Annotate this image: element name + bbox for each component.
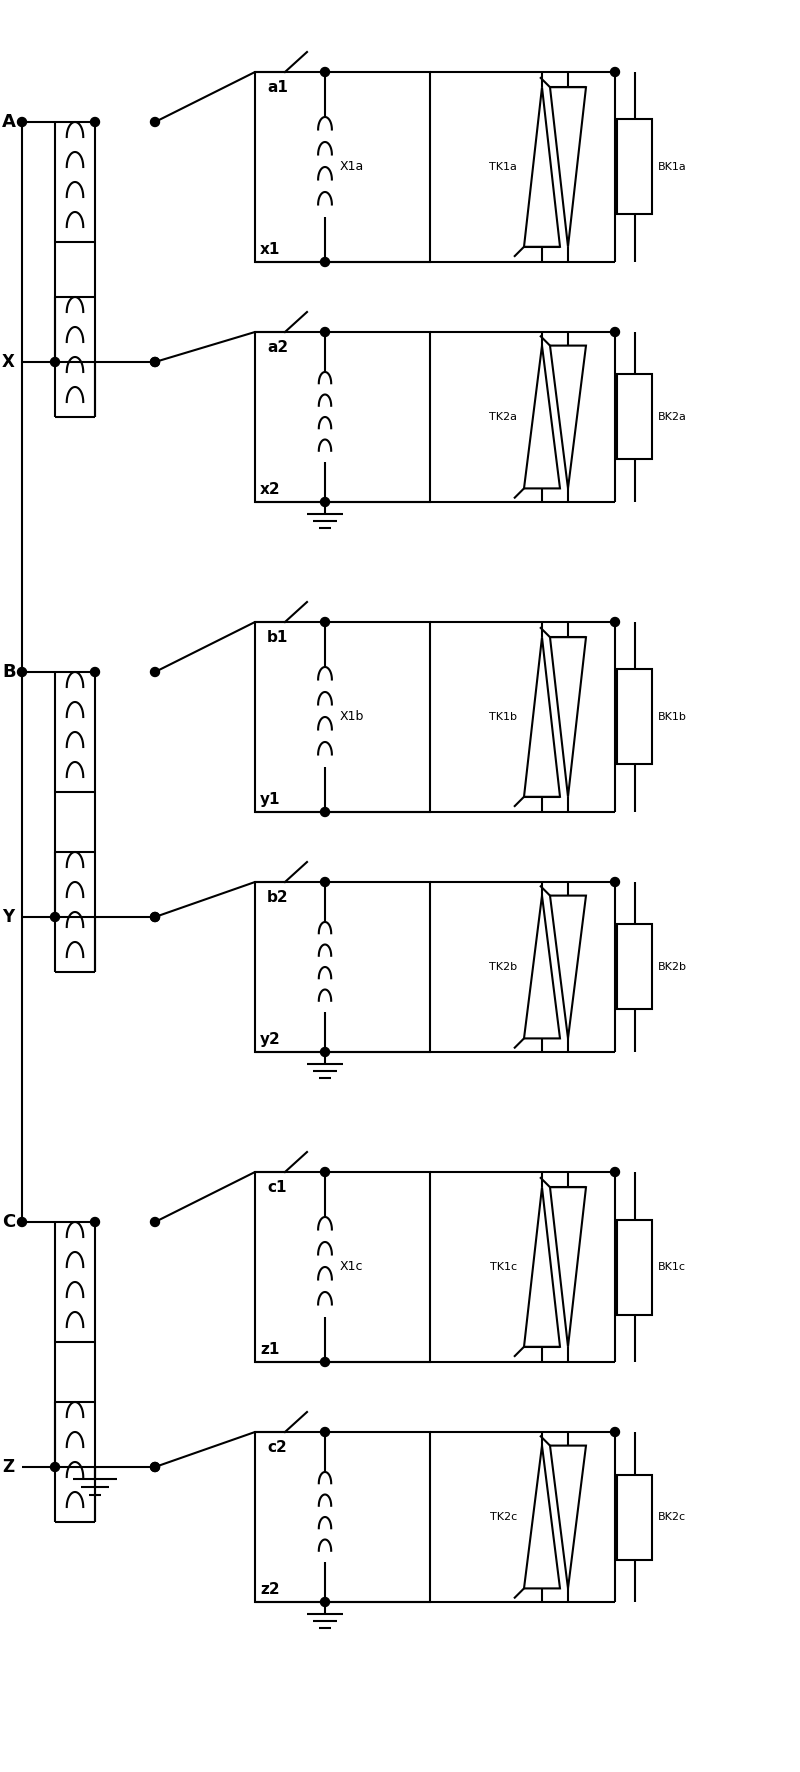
Polygon shape xyxy=(550,1187,586,1347)
Bar xyxy=(617,374,652,459)
Circle shape xyxy=(90,668,99,677)
Text: TK1a: TK1a xyxy=(489,161,517,172)
Circle shape xyxy=(321,617,330,627)
Circle shape xyxy=(321,257,330,266)
Circle shape xyxy=(150,358,159,367)
Text: X: X xyxy=(2,353,15,370)
Polygon shape xyxy=(524,1187,560,1347)
Text: TK2b: TK2b xyxy=(489,962,517,973)
Polygon shape xyxy=(550,87,586,246)
Circle shape xyxy=(150,913,159,921)
Circle shape xyxy=(321,498,330,507)
Text: BK2c: BK2c xyxy=(658,1512,686,1522)
Text: X1a: X1a xyxy=(340,161,364,174)
Polygon shape xyxy=(550,638,586,797)
Bar xyxy=(617,1219,652,1315)
Text: TK1b: TK1b xyxy=(489,712,517,721)
Circle shape xyxy=(50,358,59,367)
Circle shape xyxy=(150,1217,159,1226)
Text: BK1c: BK1c xyxy=(658,1262,686,1272)
Circle shape xyxy=(18,117,26,126)
Polygon shape xyxy=(524,638,560,797)
Bar xyxy=(617,119,652,214)
Bar xyxy=(617,1474,652,1559)
Circle shape xyxy=(90,117,99,126)
Circle shape xyxy=(321,1357,330,1366)
Circle shape xyxy=(610,877,619,886)
Text: BK2a: BK2a xyxy=(658,413,687,422)
Text: BK1b: BK1b xyxy=(658,712,687,721)
Circle shape xyxy=(150,913,159,921)
Polygon shape xyxy=(550,346,586,489)
Circle shape xyxy=(610,328,619,337)
Text: c2: c2 xyxy=(267,1441,286,1455)
Circle shape xyxy=(18,1217,26,1226)
Circle shape xyxy=(321,1047,330,1056)
Text: BK1a: BK1a xyxy=(658,161,686,172)
Text: Y: Y xyxy=(2,907,14,927)
Text: c1: c1 xyxy=(267,1180,286,1194)
Bar xyxy=(255,882,430,1053)
Text: C: C xyxy=(2,1214,15,1232)
Polygon shape xyxy=(524,346,560,489)
Circle shape xyxy=(150,1462,159,1471)
Circle shape xyxy=(50,913,59,921)
Text: TK2a: TK2a xyxy=(489,413,517,422)
Circle shape xyxy=(321,67,330,76)
Circle shape xyxy=(150,668,159,677)
Bar xyxy=(617,925,652,1010)
Circle shape xyxy=(321,328,330,337)
Polygon shape xyxy=(550,1446,586,1588)
Circle shape xyxy=(610,1428,619,1437)
Circle shape xyxy=(321,1428,330,1437)
Circle shape xyxy=(150,117,159,126)
Polygon shape xyxy=(524,1446,560,1588)
Text: z1: z1 xyxy=(260,1341,279,1357)
Text: b1: b1 xyxy=(267,631,288,645)
Circle shape xyxy=(610,617,619,627)
Text: TK1c: TK1c xyxy=(490,1262,517,1272)
Text: A: A xyxy=(2,113,16,131)
Text: TK2c: TK2c xyxy=(490,1512,517,1522)
Text: y2: y2 xyxy=(260,1031,281,1047)
Text: a1: a1 xyxy=(267,80,288,96)
Bar xyxy=(617,670,652,764)
Polygon shape xyxy=(524,87,560,246)
Text: b2: b2 xyxy=(267,890,289,905)
Bar xyxy=(255,622,430,812)
Circle shape xyxy=(150,1462,159,1471)
Circle shape xyxy=(321,877,330,886)
Circle shape xyxy=(610,67,619,76)
Text: x2: x2 xyxy=(260,482,281,496)
Text: z2: z2 xyxy=(260,1582,280,1597)
Circle shape xyxy=(50,1462,59,1471)
Circle shape xyxy=(18,668,26,677)
Text: BK2b: BK2b xyxy=(658,962,687,973)
Bar xyxy=(255,1171,430,1363)
Circle shape xyxy=(150,358,159,367)
Bar xyxy=(255,73,430,262)
Text: X1b: X1b xyxy=(340,711,364,723)
Bar xyxy=(255,331,430,501)
Polygon shape xyxy=(550,895,586,1038)
Text: Z: Z xyxy=(2,1458,14,1476)
Circle shape xyxy=(610,1168,619,1177)
Polygon shape xyxy=(524,895,560,1038)
Text: y1: y1 xyxy=(260,792,281,806)
Circle shape xyxy=(321,1598,330,1607)
Text: x1: x1 xyxy=(260,243,280,257)
Text: B: B xyxy=(2,663,16,680)
Text: a2: a2 xyxy=(267,340,288,354)
Bar xyxy=(255,1432,430,1602)
Circle shape xyxy=(321,808,330,817)
Circle shape xyxy=(321,1168,330,1177)
Text: X1c: X1c xyxy=(340,1260,363,1274)
Circle shape xyxy=(90,1217,99,1226)
